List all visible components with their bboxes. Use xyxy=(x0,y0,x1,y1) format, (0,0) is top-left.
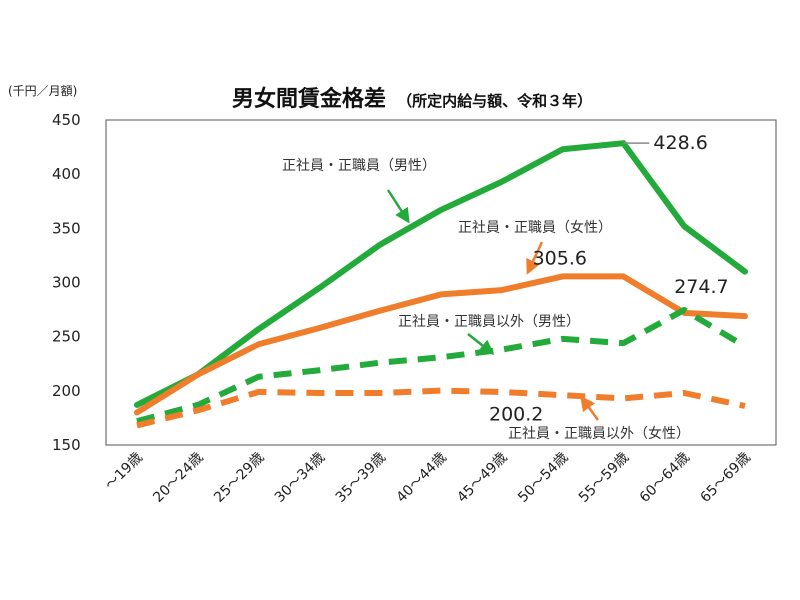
x-tick-label: 40～44歳 xyxy=(394,450,450,506)
x-axis: ～19歳 20～24歳 25～29歳 30～34歳 35～39歳 40～44歳 45～49歳… xyxy=(102,450,754,506)
chart-title: 男女間賃金格差 （所定内給与額、令和３年） xyxy=(232,86,592,112)
x-tick-label: 30～34歳 xyxy=(272,450,328,506)
x-tick-label: 45～49歳 xyxy=(454,450,510,506)
y-tick-label: 250 xyxy=(52,328,81,346)
series-label-3: 正社員・正職員以外（女性） xyxy=(508,425,690,442)
x-tick-label: 60～64歳 xyxy=(637,450,693,506)
y-tick-label: 450 xyxy=(52,111,81,129)
y-tick-label: 350 xyxy=(52,219,81,237)
x-tick-label: 35～39歳 xyxy=(333,450,389,506)
series-line-3 xyxy=(136,387,746,429)
series-line-1 xyxy=(134,273,748,416)
series-line-0 xyxy=(134,140,748,408)
x-tick-label: 20～24歳 xyxy=(150,450,206,506)
series-label-1: 正社員・正職員（女性） xyxy=(458,219,612,236)
data-label: 200.2 xyxy=(489,404,543,426)
data-labels: 428.6 305.6 274.7 200.2 xyxy=(489,132,729,425)
series-label-arrow-2 xyxy=(467,333,495,355)
x-tick-label: 50～54歳 xyxy=(515,450,571,506)
series-labels: 正社員・正職員（男性） 正社員・正職員（女性） 正社員・正職員以外（男性） 正社員・正… xyxy=(282,158,690,442)
data-label: 305.6 xyxy=(533,247,587,269)
data-label: 274.7 xyxy=(674,276,728,298)
series-label-arrow-0 xyxy=(386,189,410,224)
chart-title-sub: （所定内給与額、令和３年） xyxy=(397,92,592,110)
data-label: 428.6 xyxy=(653,132,707,154)
series-label-2: 正社員・正職員以外（男性） xyxy=(398,314,580,330)
series-label-0: 正社員・正職員（男性） xyxy=(282,158,436,174)
series-label-arrow-1 xyxy=(526,241,544,275)
x-tick-label: ～19歳 xyxy=(102,450,146,494)
series-label-arrow-3 xyxy=(580,395,600,421)
y-axis: 150 200 250 300 350 400 450 xyxy=(52,111,81,454)
y-tick-label: 150 xyxy=(52,436,81,454)
y-tick-label: 200 xyxy=(52,382,81,400)
y-axis-unit-label: (千円／月額) xyxy=(8,84,77,98)
series-lines xyxy=(134,140,748,429)
plot-area-frame xyxy=(105,119,777,446)
x-tick-label: 65～69歳 xyxy=(698,450,754,506)
chart-title-main: 男女間賃金格差 xyxy=(232,86,386,112)
y-tick-label: 300 xyxy=(52,274,81,292)
x-tick-label: 55～59歳 xyxy=(576,450,632,506)
y-tick-label: 400 xyxy=(52,165,81,183)
x-tick-label: 25～29歳 xyxy=(211,450,267,506)
